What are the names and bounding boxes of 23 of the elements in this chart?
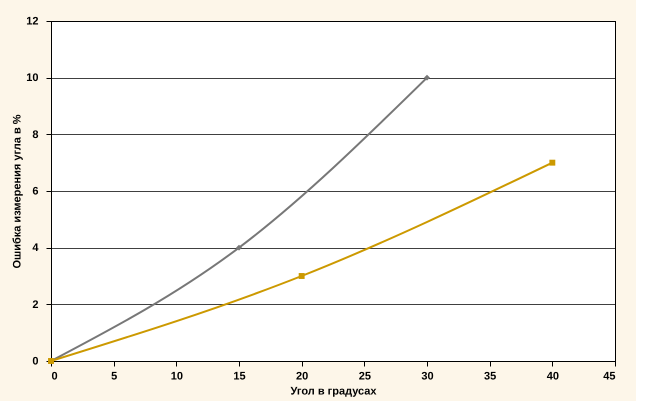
y-tick-label: 4 — [32, 242, 40, 254]
x-tick-label: 10 — [170, 370, 183, 382]
x-axis-title: Угол в градусах — [290, 386, 378, 398]
point — [549, 160, 556, 166]
point — [236, 244, 242, 251]
x-tick-label: 30 — [421, 370, 434, 382]
y-tick-label: 8 — [32, 128, 38, 141]
point — [424, 74, 430, 81]
x-tick-label: 5 — [111, 370, 118, 382]
x-tick-label: 25 — [358, 370, 371, 382]
y-tick-label: 10 — [26, 72, 38, 84]
x-tick-label: 40 — [546, 370, 559, 382]
x-tick-label: 20 — [296, 370, 308, 382]
x-tick-label: 0 — [52, 370, 58, 382]
y-tick-label: 0 — [32, 356, 38, 368]
y-tick-label: 2 — [32, 298, 38, 311]
y-tick-label: 12 — [26, 16, 38, 28]
x-tick-label: 45 — [603, 370, 616, 382]
x-tick-label: 15 — [233, 370, 246, 382]
point — [298, 273, 305, 279]
y-tick-label: 6 — [32, 186, 38, 198]
y-axis-title: Ошибка измерения угла в % — [11, 114, 24, 269]
x-tick-label: 35 — [484, 370, 496, 382]
